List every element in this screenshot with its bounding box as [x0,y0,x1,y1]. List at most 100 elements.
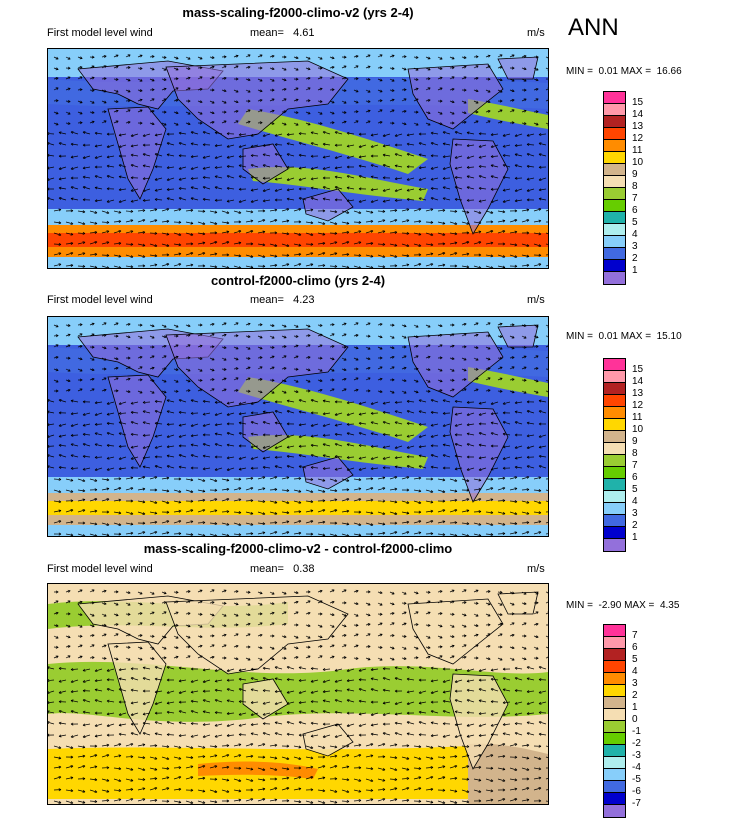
panel1-map [47,48,549,269]
colorbar-swatch [604,491,625,503]
colorbar-swatch [604,395,625,407]
panel2-mean: mean= 4.23 [250,294,315,306]
colorbar-swatch [604,236,625,248]
panel1-mean-label: mean= [250,27,284,39]
panel1-max-label: MAX = [621,66,651,77]
colorbar-swatch [604,721,625,733]
panel1-min-label: MIN = [566,66,593,77]
colorbar-swatch [604,407,625,419]
colorbar-tick-label: 7 [632,193,643,205]
colorbar-swatch [604,625,625,637]
colorbar-tick-label: 7 [632,460,643,472]
colorbar-tick-label: 6 [632,642,641,654]
panel2-min: 0.01 [599,331,618,342]
colorbar-swatch [604,661,625,673]
panel3-min-label: MIN = [566,600,593,611]
colorbar-tick-label: -5 [632,774,641,786]
colorbar-tick-label: 13 [632,121,643,133]
colorbar-swatch [604,248,625,260]
colorbar-swatch [604,383,625,395]
colorbar-tick-label: 1 [632,265,643,277]
colorbar-swatch [604,793,625,805]
panel1-mean: mean= 4.61 [250,27,315,39]
colorbar-tick-label: 10 [632,157,643,169]
colorbar-swatch [604,431,625,443]
colorbar-tick-label: 12 [632,133,643,145]
colorbar-tick-label: -3 [632,750,641,762]
colorbar-swatch [604,164,625,176]
colorbar-tick-label: 14 [632,109,643,121]
colorbar-swatch [604,419,625,431]
colorbar-tick-label: 8 [632,448,643,460]
colorbar-swatch [604,359,625,371]
colorbar-swatch [604,260,625,272]
colorbar-tick-label: 10 [632,424,643,436]
panel3-title: mass-scaling-f2000-climo-v2 - control-f2… [0,541,596,556]
panel2-mean-value: 4.23 [293,294,314,306]
panel1-title: mass-scaling-f2000-climo-v2 (yrs 2-4) [0,5,596,20]
panel3-min: -2.90 [599,600,622,611]
colorbar-tick-label: -1 [632,726,641,738]
colorbar-tick-label: 5 [632,217,643,229]
panel1-minmax: MIN = 0.01 MAX = 16.66 [566,66,682,77]
colorbar-tick-label: 7 [632,630,641,642]
colorbar-swatch [604,539,625,551]
colorbar-swatch [604,673,625,685]
colorbar-swatch [604,104,625,116]
panel2-minmax: MIN = 0.01 MAX = 15.10 [566,331,682,342]
colorbar-swatch [604,200,625,212]
panel2-variable: First model level wind [47,294,153,306]
colorbar-swatch [604,467,625,479]
panel3-units: m/s [527,563,545,575]
colorbar-tick-label: 13 [632,388,643,400]
colorbar-tick-label: 6 [632,472,643,484]
colorbar-tick-label: 1 [632,702,641,714]
colorbar-swatch [604,212,625,224]
colorbar-swatch [604,371,625,383]
colorbar-tick-label: 9 [632,169,643,181]
colorbar-tick-label: 3 [632,241,643,253]
panel1-colorbar [603,91,626,285]
colorbar-swatch [604,116,625,128]
colorbar-tick-label: 3 [632,678,641,690]
panel3-mean-value: 0.38 [293,563,314,575]
colorbar-tick-label: 4 [632,666,641,678]
colorbar-swatch [604,224,625,236]
colorbar-swatch [604,769,625,781]
panel1-max: 16.66 [657,66,682,77]
panel2-max: 15.10 [657,331,682,342]
colorbar-tick-label: 2 [632,253,643,265]
colorbar-tick-label: 15 [632,364,643,376]
colorbar-tick-label: 4 [632,229,643,241]
colorbar-swatch [604,188,625,200]
colorbar-tick-label: -6 [632,786,641,798]
colorbar-tick-label: 6 [632,205,643,217]
panel3-map [47,583,549,805]
colorbar-tick-label: 15 [632,97,643,109]
panel2-title: control-f2000-climo (yrs 2-4) [0,273,596,288]
panel3-mean: mean= 0.38 [250,563,315,575]
colorbar-swatch [604,805,625,817]
colorbar-swatch [604,479,625,491]
colorbar-tick-label: 2 [632,520,643,532]
panel1-mean-value: 4.61 [293,27,314,39]
colorbar-swatch [604,733,625,745]
colorbar-swatch [604,709,625,721]
panel3-colorbar [603,624,626,818]
colorbar-tick-label: 4 [632,496,643,508]
panel3-variable: First model level wind [47,563,153,575]
wind-map [48,584,548,804]
colorbar-tick-label: -2 [632,738,641,750]
panel3-max: 4.35 [660,600,679,611]
panel2-map [47,316,549,537]
colorbar-swatch [604,152,625,164]
colorbar-swatch [604,745,625,757]
panel3-max-label: MAX = [624,600,654,611]
colorbar-swatch [604,176,625,188]
panel2-mean-label: mean= [250,294,284,306]
colorbar-swatch [604,527,625,539]
colorbar-tick-label: -7 [632,798,641,810]
panel1-variable: First model level wind [47,27,153,39]
